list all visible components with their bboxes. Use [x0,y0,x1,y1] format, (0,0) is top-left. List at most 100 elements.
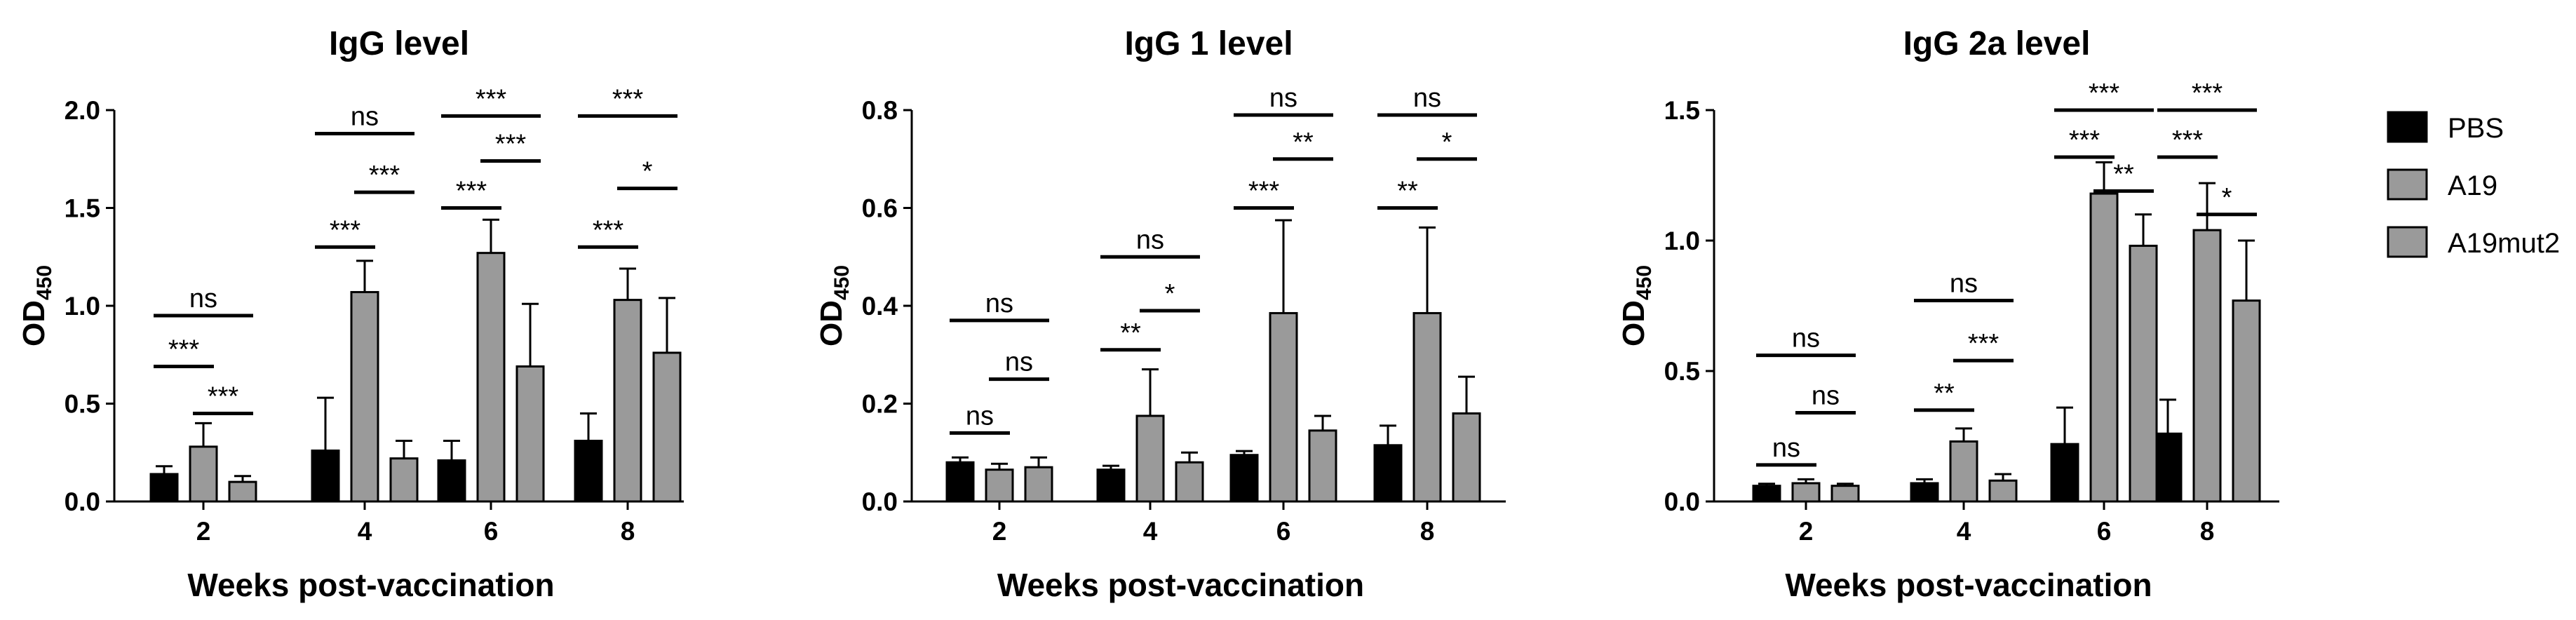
bar-pbs [149,473,179,503]
y-tick-label: 0.2 [862,390,898,419]
bar-pbs [2153,432,2183,503]
significance-label: ns [1136,225,1164,255]
bar-pbs [437,459,466,503]
bar-pbs [1096,469,1126,503]
chart-title: IgG level [329,25,469,62]
significance-label: *** [1968,329,2000,358]
significance-label: *** [593,215,624,245]
y-tick-label: 1.0 [65,292,100,321]
y-axis-label: OD450 [814,265,854,346]
significance-label: ns [966,401,994,431]
bar-a19 [1949,440,1978,503]
x-tick-label: 8 [621,517,635,546]
significance-label: *** [495,130,527,159]
legend-label: A19 [2448,170,2497,201]
significance-label: ** [2113,159,2134,189]
bar-a19mut2 [389,457,419,503]
significance-label: *** [2089,79,2120,108]
legend-swatch-a19mut2 [2387,226,2428,258]
significance-label: *** [476,84,507,114]
x-tick-label: 4 [1143,517,1158,546]
bar-pbs [945,461,975,503]
legend-label: PBS [2448,113,2504,144]
y-tick-label: 0.0 [1664,487,1700,516]
x-tick-label: 4 [358,517,372,546]
bar-pbs [1910,482,1939,503]
bar-a19 [1412,311,1442,503]
significance-label: ns [1005,348,1033,377]
significance-label: *** [208,382,239,411]
bar-pbs [2050,443,2079,503]
x-tick-label: 6 [1276,517,1291,546]
chart-panel-igg2a: IgG 2a level 0.0 0.5 1.0 1.5 OD450 Weeks post-… [1617,25,2279,603]
bar-a19 [189,445,218,503]
bar-a19mut2 [1175,461,1204,503]
bar-a19 [1791,482,1821,503]
legend-label: A19mut2 [2448,228,2560,259]
bar-a19 [613,299,642,503]
significance-label: ns [189,284,217,314]
bar-a19 [350,290,379,503]
y-tick-label: 1.5 [65,194,100,223]
bar-pbs [311,449,340,503]
significance-label: ns [1413,83,1441,113]
significance-label: ** [1120,318,1141,348]
significance-label: *** [2069,126,2100,155]
bar-a19 [985,469,1014,503]
y-tick-label: 1.5 [1664,96,1700,125]
significance-label: * [2222,183,2232,213]
y-axis-label-main: OD [17,300,51,346]
y-tick-label: 0.5 [1664,357,1700,386]
legend-swatch-pbs [2387,111,2428,143]
y-tick-label: 0.0 [65,487,100,516]
bar-pbs [1373,444,1403,503]
x-tick-label: 8 [1420,517,1435,546]
y-tick-label: 0.4 [862,292,898,321]
significance-label: *** [168,335,200,364]
significance-label: ** [1293,128,1314,157]
bar-a19 [1135,415,1165,503]
significance-label: *** [330,215,361,245]
significance-label: ** [1397,177,1418,206]
significance-label: ** [1934,379,1955,408]
bar-a19mut2 [2232,299,2261,503]
y-tick-label: 0.6 [862,194,898,223]
bar-pbs [1752,485,1781,503]
x-tick-label: 8 [2200,517,2215,546]
y-tick-label: 1.0 [1664,227,1700,255]
bar-a19mut2 [1308,429,1337,503]
bar-pbs [574,440,603,503]
y-tick-label: 2.0 [65,96,100,125]
significance-label: *** [2192,79,2223,108]
bar-pbs [1229,454,1259,503]
bar-a19 [476,252,506,503]
y-axis-label-subscript: 450 [830,265,854,300]
y-axis-label-subscript: 450 [33,265,56,300]
y-tick-label: 0.0 [862,487,898,516]
significance-label: ns [1812,382,1840,411]
significance-label: *** [1248,177,1280,206]
x-axis-label: Weeks post-vaccination [1785,567,2152,603]
bar-a19mut2 [2129,244,2158,503]
significance-label: *** [612,84,644,114]
bar-a19 [2089,192,2119,503]
significance-label: *** [456,177,487,206]
y-axis-label-main: OD [1617,300,1651,346]
significance-label: *** [2172,126,2204,155]
bar-a19mut2 [515,365,545,503]
y-axis-label: OD450 [17,265,56,346]
chart-panel-igg1: IgG 1 level 0.0 0.2 0.4 0.6 0.8 OD450 Weeks pos… [814,25,1506,603]
significance-label: *** [369,161,400,190]
y-axis-label: OD450 [1617,265,1656,346]
x-tick-label: 2 [196,517,211,546]
bar-a19 [1269,311,1298,503]
significance-label: * [1442,128,1452,157]
x-tick-label: 6 [2097,517,2112,546]
chart-title: IgG 2a level [1903,25,2091,62]
significance-label: ns [351,102,379,131]
x-tick-label: 2 [992,517,1007,546]
bar-a19mut2 [228,480,257,503]
bar-a19mut2 [652,351,682,503]
y-axis-label-main: OD [814,300,849,346]
